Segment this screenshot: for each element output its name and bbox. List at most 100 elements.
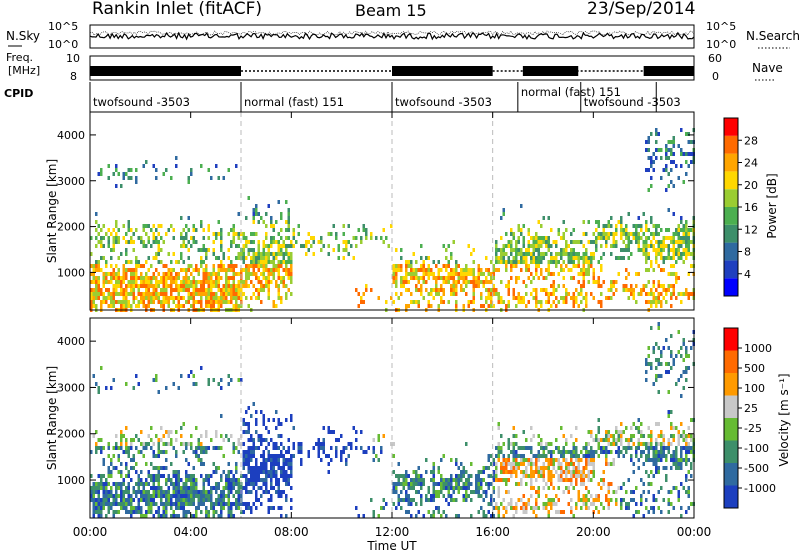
- velocity-cell: [432, 470, 435, 474]
- power-cell: [252, 216, 255, 220]
- power-cell: [405, 288, 408, 292]
- velocity-cell: [100, 486, 103, 490]
- power-cell: [662, 268, 665, 272]
- power-cell: [185, 300, 188, 304]
- power-cell: [280, 300, 283, 304]
- velocity-cell: [262, 470, 265, 474]
- velocity-cell: [587, 442, 590, 446]
- velocity-cell: [267, 454, 270, 458]
- power-cell: [205, 256, 208, 260]
- velocity-cell: [660, 486, 663, 490]
- velocity-cell: [650, 362, 653, 366]
- velocity-cell: [165, 490, 168, 494]
- power-cell: [687, 272, 690, 276]
- velocity-cell: [527, 474, 530, 478]
- velocity-cell: [522, 454, 525, 458]
- velocity-cell: [537, 470, 540, 474]
- velocity-cell: [627, 442, 630, 446]
- power-cell: [665, 228, 668, 232]
- power-cell: [670, 256, 673, 260]
- velocity-cell: [252, 402, 255, 406]
- velocity-cell: [545, 494, 548, 498]
- power-cell: [192, 300, 195, 304]
- power-cell: [552, 284, 555, 288]
- power-cell: [115, 280, 118, 284]
- power-cell: [245, 276, 248, 280]
- power-cell: [137, 300, 140, 304]
- velocity-cell: [680, 506, 683, 510]
- velocity-cell: [225, 478, 228, 482]
- velocity-cell: [442, 486, 445, 490]
- velocity-cell: [280, 450, 283, 454]
- power-cell: [465, 268, 468, 272]
- velocity-cell: [675, 446, 678, 450]
- velocity-cell: [505, 506, 508, 510]
- power-cell: [557, 300, 560, 304]
- velocity-cell: [412, 470, 415, 474]
- power-cell: [670, 272, 673, 276]
- power-cell: [125, 272, 128, 276]
- freq-bar: [90, 66, 241, 76]
- velocity-cell: [235, 446, 238, 450]
- velocity-cell: [680, 434, 683, 438]
- velocity-cell: [95, 510, 98, 514]
- power-cell: [272, 276, 275, 280]
- power-cell: [540, 260, 543, 264]
- velocity-cell: [110, 386, 113, 390]
- power-cell: [95, 212, 98, 216]
- velocity-cell: [572, 462, 575, 466]
- power-cell: [660, 176, 663, 180]
- velocity-cell: [257, 474, 260, 478]
- velocity-cell: [222, 502, 225, 506]
- velocity-cell: [612, 442, 615, 446]
- velocity-cell: [615, 450, 618, 454]
- power-cell: [180, 244, 183, 248]
- velocity-cell: [495, 506, 498, 510]
- velocity-cell: [517, 482, 520, 486]
- velocity-cell: [150, 494, 153, 498]
- velocity-cell: [545, 466, 548, 470]
- velocity-cell: [542, 486, 545, 490]
- power-cell: [97, 224, 100, 228]
- power-cell: [125, 288, 128, 292]
- velocity-cell: [650, 434, 653, 438]
- power-cell: [227, 276, 230, 280]
- power-cell: [515, 244, 518, 248]
- velocity-cell: [187, 502, 190, 506]
- velocity-cell: [210, 506, 213, 510]
- power-cell: [172, 228, 175, 232]
- power-cell: [507, 288, 510, 292]
- power-cell: [120, 280, 123, 284]
- velocity-cell: [195, 486, 198, 490]
- velocity-cell: [120, 430, 123, 434]
- velocity-cell: [127, 470, 130, 474]
- velocity-cell: [520, 470, 523, 474]
- velocity-cell: [190, 494, 193, 498]
- power-cell: [225, 300, 228, 304]
- colorbar-tick-label: -1000: [744, 482, 776, 495]
- power-cell: [672, 184, 675, 188]
- velocity-cell: [635, 426, 638, 430]
- power-cell: [255, 256, 258, 260]
- velocity-cell: [125, 490, 128, 494]
- power-cell: [685, 240, 688, 244]
- power-cell: [252, 248, 255, 252]
- power-cell: [257, 260, 260, 264]
- velocity-cell: [550, 506, 553, 510]
- power-cell: [645, 260, 648, 264]
- power-cell: [167, 228, 170, 232]
- velocity-cell: [415, 470, 418, 474]
- velocity-cell: [252, 450, 255, 454]
- power-cell: [92, 288, 95, 292]
- velocity-cell: [92, 502, 95, 506]
- velocity-cell: [235, 466, 238, 470]
- power-cell: [277, 296, 280, 300]
- power-cell: [590, 256, 593, 260]
- velocity-cell: [327, 454, 330, 458]
- power-cell: [517, 260, 520, 264]
- velocity-cell: [520, 506, 523, 510]
- velocity-cell: [355, 446, 358, 450]
- power-cell: [430, 304, 433, 308]
- velocity-cell: [620, 486, 623, 490]
- power-cell: [275, 220, 278, 224]
